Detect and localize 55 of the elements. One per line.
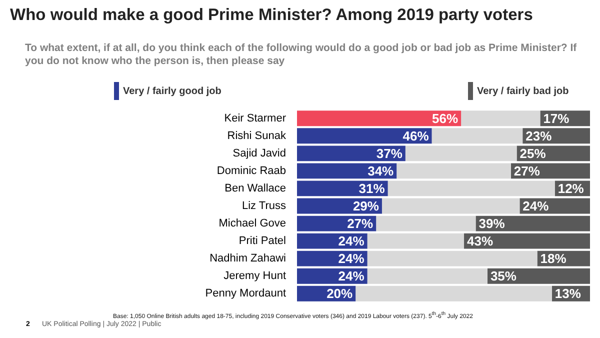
chart-subtitle: To what extent, if at all, do you think each of the following would do a good job or bad job as Prime Minister? If you do not know who the person is, then please say (25, 42, 578, 68)
data-label: 27% (347, 216, 374, 232)
data-label: 25% (520, 146, 546, 161)
data-label: 24% (522, 198, 550, 214)
y-tick-label: Michael Gove (218, 218, 286, 230)
data-label: 24% (338, 268, 365, 284)
data-label: 43% (467, 234, 494, 249)
data-label: 13% (554, 286, 582, 302)
bar (367, 268, 488, 284)
data-label: 46% (402, 128, 430, 144)
y-tick-label: Keir Starmer (224, 112, 286, 124)
data-label: 24% (338, 251, 365, 266)
data-label: 37% (376, 146, 403, 161)
data-label: 56% (432, 110, 459, 126)
bar (382, 198, 520, 214)
data-label: 18% (540, 251, 567, 266)
chart-title: Who would make a good Prime Minister? Among 2019 party voters (10, 6, 533, 25)
legend-label: Very / fairly good job (123, 86, 222, 96)
y-tick-label: Rishi Sunak (227, 130, 286, 142)
data-label: 12% (558, 181, 584, 196)
bar (396, 163, 511, 179)
bar (376, 216, 476, 232)
y-tick-label: Priti Patel (238, 235, 286, 248)
data-label: 23% (526, 128, 552, 144)
data-label: 17% (543, 110, 570, 126)
legend-label: Very / fairly bad job (477, 86, 569, 96)
data-label: 39% (478, 216, 506, 232)
data-label: 34% (368, 164, 394, 179)
y-tick-label: Dominic Raab (216, 164, 286, 177)
bar (367, 233, 464, 249)
bar (297, 110, 462, 126)
bar (510, 163, 590, 179)
bar (297, 146, 406, 162)
bar (367, 250, 538, 266)
y-tick-label: Sajid Javid (232, 147, 286, 160)
bar (405, 146, 517, 162)
y-tick-label: Nadhim Zahawi (210, 252, 286, 265)
data-label: 31% (358, 181, 386, 196)
bar (487, 268, 590, 284)
y-tick-label: Penny Mordaunt (205, 288, 286, 300)
data-label: 24% (338, 234, 365, 249)
bar (464, 233, 590, 249)
data-label: 20% (326, 286, 354, 302)
bar (297, 163, 397, 179)
data-label: 29% (352, 198, 380, 214)
bar (356, 286, 552, 302)
bar (432, 128, 523, 144)
y-tick-label: Jeremy Hunt (224, 270, 286, 282)
bar (461, 110, 540, 126)
y-tick-label: Liz Truss (242, 200, 286, 212)
bar (388, 180, 555, 196)
data-label: 27% (514, 164, 540, 179)
bar (297, 128, 432, 144)
y-tick-label: Ben Wallace (224, 182, 286, 195)
data-label: 35% (490, 268, 517, 284)
